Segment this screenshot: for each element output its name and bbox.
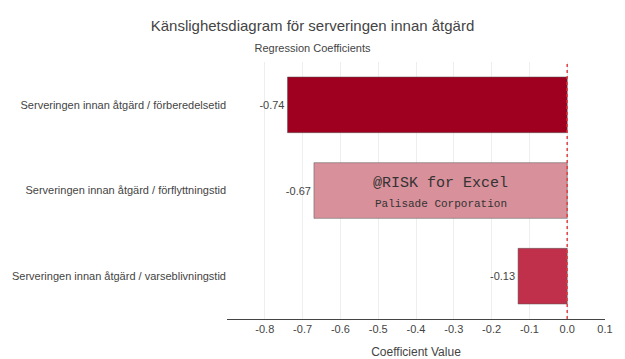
svg-text:Serveringen innan åtgärd / för: Serveringen innan åtgärd / förberedelset… <box>21 99 226 111</box>
svg-text:0.1: 0.1 <box>597 323 612 335</box>
svg-text:0.0: 0.0 <box>560 323 575 335</box>
svg-text:-0.67: -0.67 <box>286 185 311 197</box>
svg-text:Serveringen innan åtgärd / för: Serveringen innan åtgärd / förflyttnings… <box>25 184 226 196</box>
svg-text:-0.2: -0.2 <box>482 323 501 335</box>
svg-text:Regression Coefficients: Regression Coefficients <box>255 42 371 54</box>
svg-text:Serveringen innan åtgärd / var: Serveringen innan åtgärd / varseblivning… <box>12 270 226 282</box>
svg-text:Palisade Corporation: Palisade Corporation <box>375 198 507 210</box>
svg-text:Coefficient Value: Coefficient Value <box>371 345 461 359</box>
svg-text:-0.4: -0.4 <box>407 323 426 335</box>
svg-text:-0.1: -0.1 <box>520 323 539 335</box>
svg-text:-0.7: -0.7 <box>293 323 312 335</box>
svg-text:Känslighetsdiagram för serveri: Känslighetsdiagram för serveringen innan… <box>151 17 475 34</box>
svg-text:-0.74: -0.74 <box>259 99 284 111</box>
svg-text:-0.13: -0.13 <box>490 270 515 282</box>
svg-text:@RISK for Excel: @RISK for Excel <box>373 175 508 192</box>
svg-text:-0.6: -0.6 <box>331 323 350 335</box>
svg-text:-0.5: -0.5 <box>369 323 388 335</box>
svg-text:-0.8: -0.8 <box>255 323 274 335</box>
svg-text:-0.3: -0.3 <box>444 323 463 335</box>
